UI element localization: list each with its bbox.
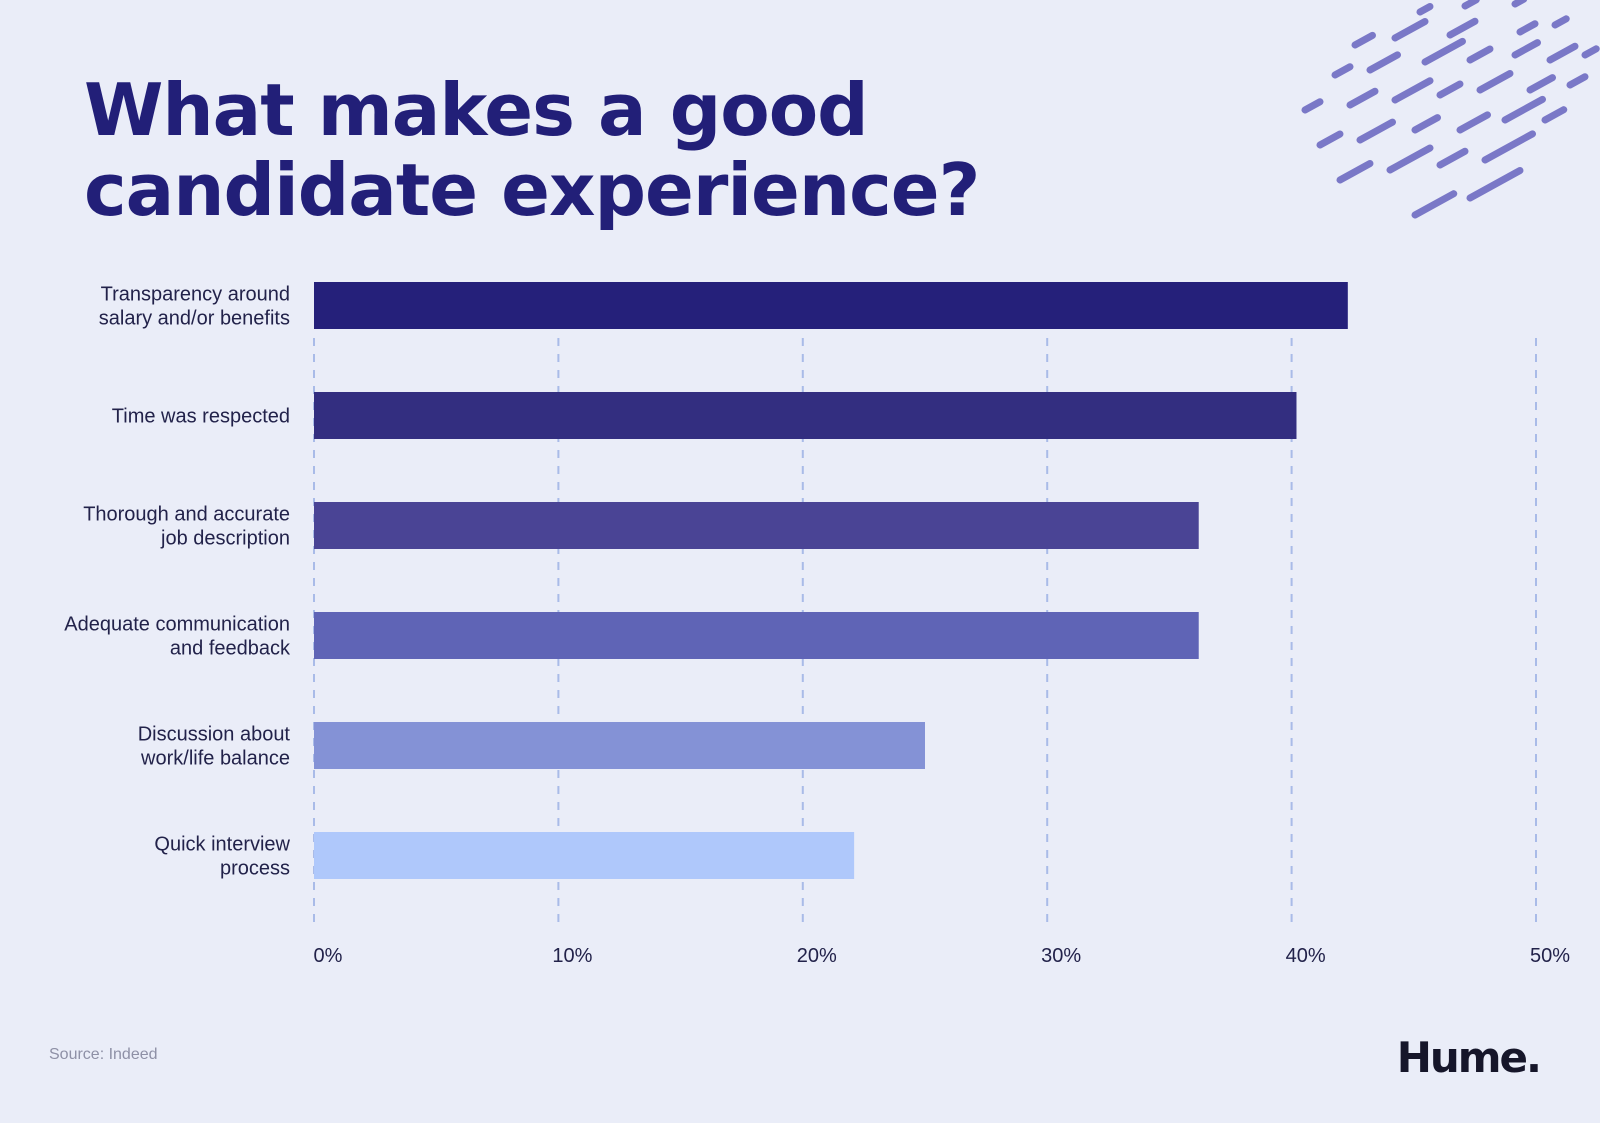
decoration-dash-21 bbox=[1566, 73, 1589, 89]
category-label-4: Discussion about work/life balance bbox=[138, 724, 291, 770]
decoration-dash-17 bbox=[1391, 77, 1434, 104]
decoration-dash-15 bbox=[1301, 98, 1324, 114]
bar-2 bbox=[314, 502, 1199, 549]
category-label-2-line-0: Thorough and accurate bbox=[83, 504, 290, 526]
chart-title: What makes a good candidate experience? bbox=[84, 70, 1084, 230]
decoration-dash-26 bbox=[1501, 95, 1546, 124]
category-label-3: Adequate communication and feedback bbox=[64, 614, 291, 660]
decoration-dash-7 bbox=[1551, 15, 1570, 29]
decoration-dash-25 bbox=[1456, 111, 1491, 134]
x-tick-label-3: 30% bbox=[1041, 945, 1081, 967]
category-label-2-line-1: job description bbox=[160, 528, 290, 550]
category-label-4-line-1: work/life balance bbox=[140, 748, 290, 770]
decoration-dash-2 bbox=[1511, 0, 1528, 8]
decoration-dash-23 bbox=[1356, 118, 1396, 144]
decoration-dash-29 bbox=[1386, 144, 1434, 174]
bar-3 bbox=[314, 612, 1199, 659]
decoration-dash-22 bbox=[1316, 130, 1344, 149]
category-label-3-line-1: and feedback bbox=[170, 638, 291, 660]
bar-chart: Transparency around salary and/or benefit… bbox=[64, 282, 1570, 967]
decoration-dash-27 bbox=[1541, 106, 1568, 124]
decoration-dash-3 bbox=[1351, 31, 1376, 49]
decoration-dash-4 bbox=[1391, 18, 1429, 42]
decoration-dash-19 bbox=[1476, 70, 1514, 94]
x-tick-label-4: 40% bbox=[1286, 945, 1326, 967]
source-note: Source: Indeed bbox=[49, 1046, 158, 1063]
category-label-0-line-1: salary and/or benefits bbox=[99, 308, 290, 330]
category-label-5-line-1: process bbox=[220, 858, 290, 880]
decoration-dash-20 bbox=[1526, 74, 1556, 94]
bar-0 bbox=[314, 282, 1348, 329]
decoration-dash-30 bbox=[1436, 147, 1469, 169]
category-label-0-line-0: Transparency around bbox=[101, 284, 290, 306]
chart-title-line-1: What makes a good bbox=[84, 68, 869, 152]
decoration-dash-1 bbox=[1461, 0, 1480, 10]
bar-1 bbox=[314, 392, 1297, 439]
category-label-5: Quick interview process bbox=[154, 834, 290, 880]
decoration-dash-18 bbox=[1436, 80, 1464, 99]
decoration-dash-16 bbox=[1346, 87, 1379, 109]
decoration-dash-5 bbox=[1446, 17, 1479, 39]
decoration-dash-24 bbox=[1411, 114, 1441, 134]
category-label-3-line-0: Adequate communication bbox=[64, 614, 290, 636]
decoration-dash-9 bbox=[1366, 51, 1401, 74]
decoration-dash-32 bbox=[1411, 190, 1458, 219]
category-label-4-line-0: Discussion about bbox=[138, 724, 291, 746]
category-label-5-line-0: Quick interview bbox=[154, 834, 290, 856]
bar-4 bbox=[314, 722, 925, 769]
x-tick-label-1: 10% bbox=[552, 945, 592, 967]
decoration-dash-33 bbox=[1466, 167, 1524, 202]
diagonal-dash-pattern-icon bbox=[1301, 0, 1600, 219]
category-label-1-line-0: Time was respected bbox=[112, 406, 290, 428]
decoration-dash-12 bbox=[1511, 39, 1541, 59]
x-tick-label-0: 0% bbox=[314, 945, 343, 967]
bar-5 bbox=[314, 832, 855, 879]
decoration-dash-31 bbox=[1481, 130, 1536, 164]
category-label-0: Transparency around salary and/or benefit… bbox=[99, 284, 290, 330]
decoration-dash-28 bbox=[1336, 160, 1374, 184]
decoration-dash-14 bbox=[1581, 45, 1600, 59]
decoration-dash-8 bbox=[1331, 63, 1354, 79]
chart-title-line-2: candidate experience? bbox=[84, 148, 980, 232]
hume-logo: Hume. bbox=[1396, 1033, 1542, 1082]
decoration-dash-6 bbox=[1516, 20, 1539, 36]
x-tick-label-2: 20% bbox=[797, 945, 837, 967]
x-tick-label-5: 50% bbox=[1530, 945, 1570, 967]
decoration-dash-11 bbox=[1466, 45, 1494, 64]
category-label-2: Thorough and accurate job description bbox=[83, 504, 290, 550]
decoration-dash-13 bbox=[1546, 42, 1579, 64]
decoration-dash-0 bbox=[1416, 3, 1434, 16]
category-label-1: Time was respected bbox=[112, 406, 290, 428]
decoration-dash-10 bbox=[1421, 37, 1466, 66]
